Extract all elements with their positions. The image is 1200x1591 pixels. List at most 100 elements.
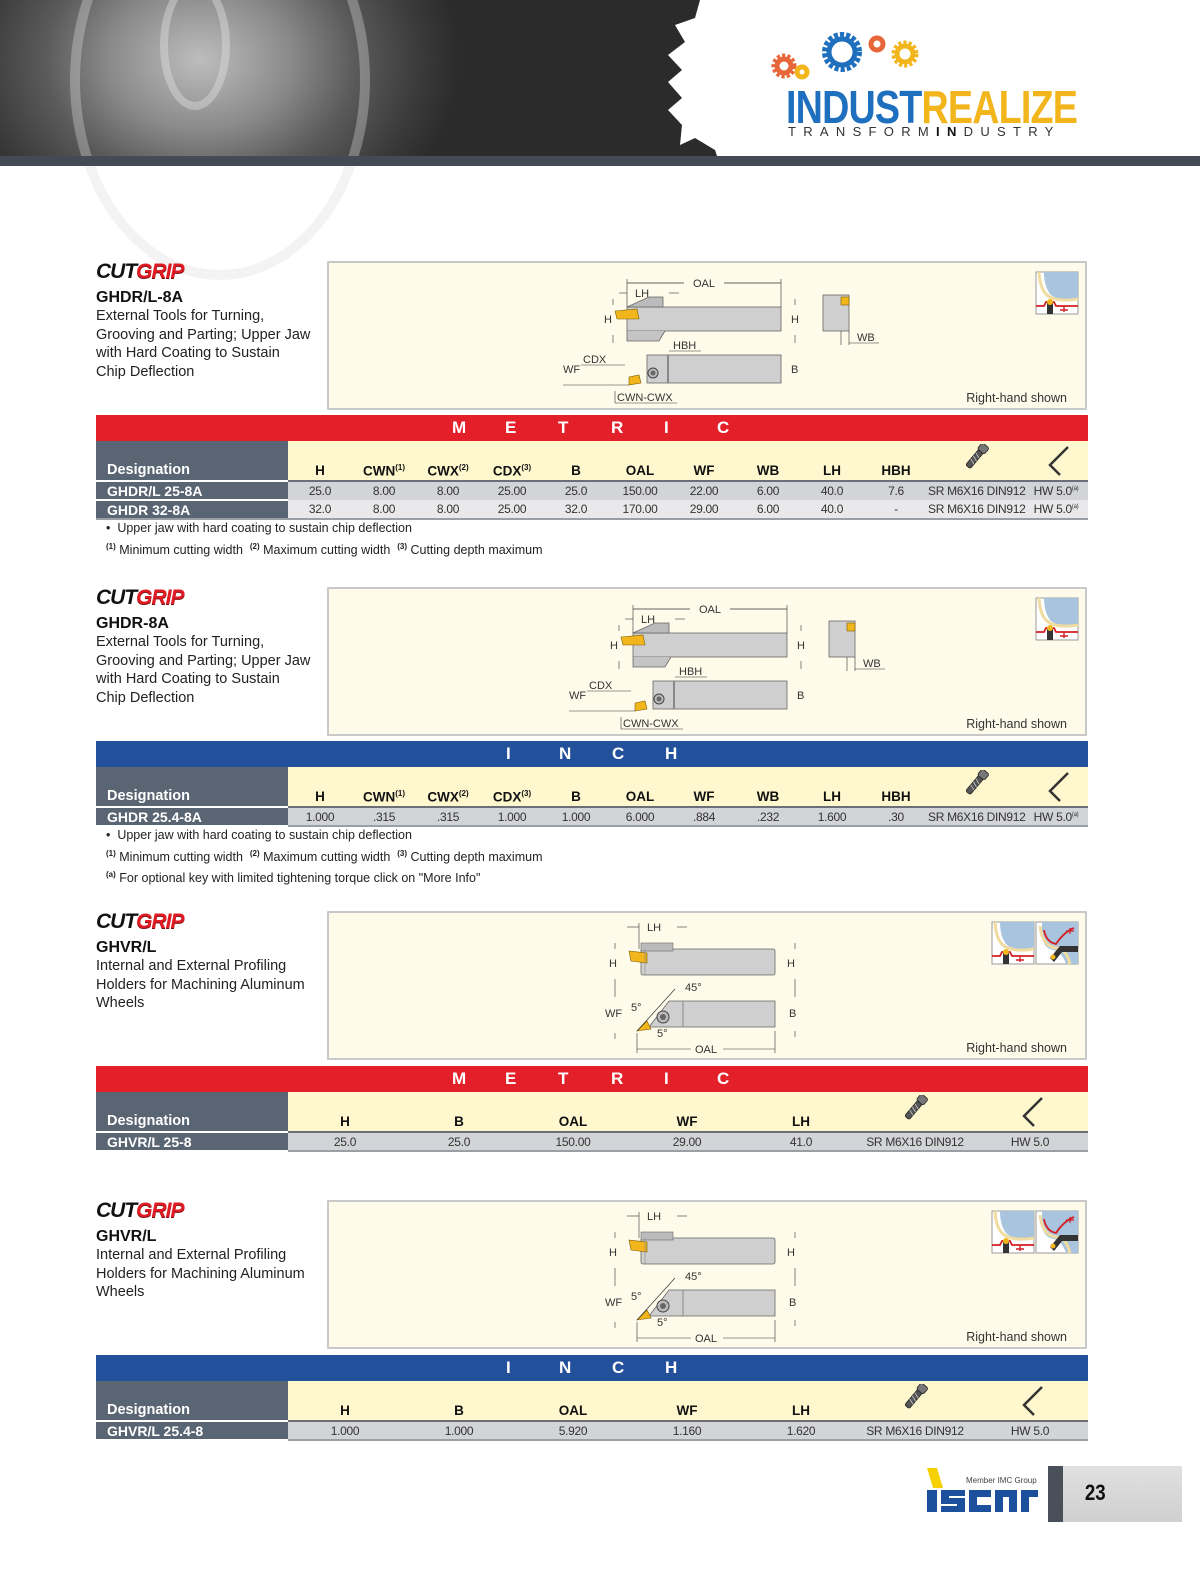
col-cwx: CWX(2): [416, 441, 480, 481]
col-wf: WF: [630, 1381, 744, 1421]
screw-icon: [964, 444, 990, 471]
col-h: H: [288, 441, 352, 481]
cutgrip-logo: CUTGRIP: [96, 260, 185, 283]
footnotes: • Upper jaw with hard coating to sustain…: [106, 828, 543, 886]
key-icon: [1022, 1096, 1044, 1128]
product-description: Internal and External Profiling Holders …: [96, 958, 305, 1011]
col-cdx: CDX(3): [480, 767, 544, 807]
col-key: [972, 1381, 1088, 1421]
col-screw: [858, 1092, 972, 1132]
col-lh: LH: [800, 441, 864, 481]
product-name: GHVR/L: [96, 939, 157, 956]
col-lh: LH: [744, 1092, 858, 1132]
product-info: CUTGRIP GHVR/L Internal and External Pro…: [96, 911, 324, 1013]
external-wheel-icon: [1035, 271, 1079, 315]
col-hbh: HBH: [864, 441, 928, 481]
screw-icon: [964, 770, 990, 797]
external-wheel-icon: [1035, 597, 1079, 641]
cutgrip-logo: CUTGRIP: [96, 1199, 185, 1222]
gears-icon: [771, 32, 919, 80]
col-oal: OAL: [608, 441, 672, 481]
page-number: 23: [1084, 1480, 1106, 1505]
col-cwn: CWN(1): [352, 767, 416, 807]
product-info: CUTGRIP GHDR/L-8A External Tools for Tur…: [96, 261, 324, 381]
product-description: Internal and External Profiling Holders …: [96, 1247, 305, 1300]
designation-header: Designation: [96, 767, 288, 808]
col-b: B: [544, 767, 608, 807]
col-cwx: CWX(2): [416, 767, 480, 807]
member-imc-group: Member IMC Group: [966, 1476, 1037, 1485]
holder-drawing: [568, 601, 886, 731]
col-b: B: [402, 1381, 516, 1421]
page-number-tab: 23: [1048, 1466, 1182, 1522]
spec-table: Designation H CWN(1) CWX(2) CDX(3) B OAL…: [96, 767, 1088, 827]
tool-diagram: Right-hand shown: [327, 261, 1087, 410]
col-key: [1024, 767, 1088, 807]
designation-header: Designation: [96, 1381, 288, 1422]
product-name: GHDR/L-8A: [96, 289, 184, 306]
product-name: GHDR-8A: [96, 615, 169, 632]
key-icon: [1022, 1385, 1044, 1417]
external-wheel-icon: [991, 1210, 1035, 1254]
col-lh: LH: [800, 767, 864, 807]
tool-diagram: Right-hand shown: [327, 1200, 1087, 1349]
external-wheel-icon: [991, 921, 1035, 965]
tool-diagram: Right-hand shown: [327, 587, 1087, 736]
col-cwn: CWN(1): [352, 441, 416, 481]
right-hand-note: Right-hand shown: [966, 1330, 1067, 1344]
col-screw: [858, 1381, 972, 1421]
logo-wordmark: INDUSTREALIZE: [786, 81, 1078, 133]
product-name: GHVR/L: [96, 1228, 157, 1245]
header-photo: [0, 0, 720, 280]
col-wf: WF: [672, 767, 736, 807]
table-row: GHDR/L 25-8A 25.0 8.00 8.00 25.00 25.0 150.00…: [96, 480, 1088, 501]
table-row: GHDR 32-8A 32.0 8.00 8.00 25.00 32.0 170.00 29…: [96, 500, 1088, 520]
page-header: INDUSTREALIZE TRANSFORMINDUSTRY: [0, 0, 1200, 280]
table-row: GHDR 25.4-8A 1.000.315.315 1.000 1.000 6.00…: [96, 806, 1088, 827]
cutgrip-logo: CUTGRIP: [96, 910, 185, 933]
product-info: CUTGRIP GHDR-8A External Tools for Turni…: [96, 587, 324, 707]
col-wb: WB: [736, 441, 800, 481]
col-b: B: [544, 441, 608, 481]
designation-header: Designation: [96, 441, 288, 482]
table-row: GHVR/L 25.4-8 1.000 1.000 5.920 1.160 1.620 …: [96, 1420, 1088, 1441]
product-description: External Tools for Turning, Grooving and…: [96, 308, 311, 380]
logo-tagline: TRANSFORMINDUSTRY: [788, 124, 1061, 139]
header-gear-shape: [668, 0, 1200, 160]
table-header-row: Designation H CWN(1) CWX(2) CDX(3) B OAL…: [96, 767, 1088, 808]
holder-drawing: [562, 275, 880, 405]
iscar-logo: [927, 1468, 1038, 1512]
col-key: [1024, 441, 1088, 481]
internal-wheel-icon: [1035, 921, 1079, 965]
col-wb: WB: [736, 767, 800, 807]
col-lh: LH: [744, 1381, 858, 1421]
screw-icon: [903, 1384, 929, 1411]
industrealize-logo: INDUSTREALIZE TRANSFORMINDUSTRY: [770, 28, 1130, 139]
tool-diagram: Right-hand shown: [327, 911, 1087, 1060]
spec-table: Designation H B OAL WF LH GHVR/L 25-8 25…: [96, 1092, 1088, 1152]
col-oal: OAL: [516, 1381, 630, 1421]
col-screw: [928, 441, 1024, 481]
designation-header: Designation: [96, 1092, 288, 1133]
table-header-row: Designation H B OAL WF LH: [96, 1092, 1088, 1133]
right-hand-note: Right-hand shown: [966, 391, 1067, 405]
holder-drawing: [604, 1210, 797, 1346]
product-description: External Tools for Turning, Grooving and…: [96, 634, 311, 706]
col-h: H: [288, 767, 352, 807]
col-oal: OAL: [516, 1092, 630, 1132]
holder-drawing: [604, 921, 797, 1057]
col-wf: WF: [630, 1092, 744, 1132]
spec-table: Designation H CWN(1) CWX(2) CDX(3) B OAL…: [96, 441, 1088, 520]
screw-icon: [903, 1095, 929, 1122]
col-key: [972, 1092, 1088, 1132]
col-screw: [928, 767, 1024, 807]
table-row: GHVR/L 25-8 25.0 25.0 150.00 29.00 41.0 SR M…: [96, 1131, 1088, 1152]
product-info: CUTGRIP GHVR/L Internal and External Pro…: [96, 1200, 324, 1302]
col-h: H: [288, 1092, 402, 1132]
footnotes: • Upper jaw with hard coating to sustain…: [106, 521, 543, 557]
key-icon: [1048, 445, 1070, 477]
